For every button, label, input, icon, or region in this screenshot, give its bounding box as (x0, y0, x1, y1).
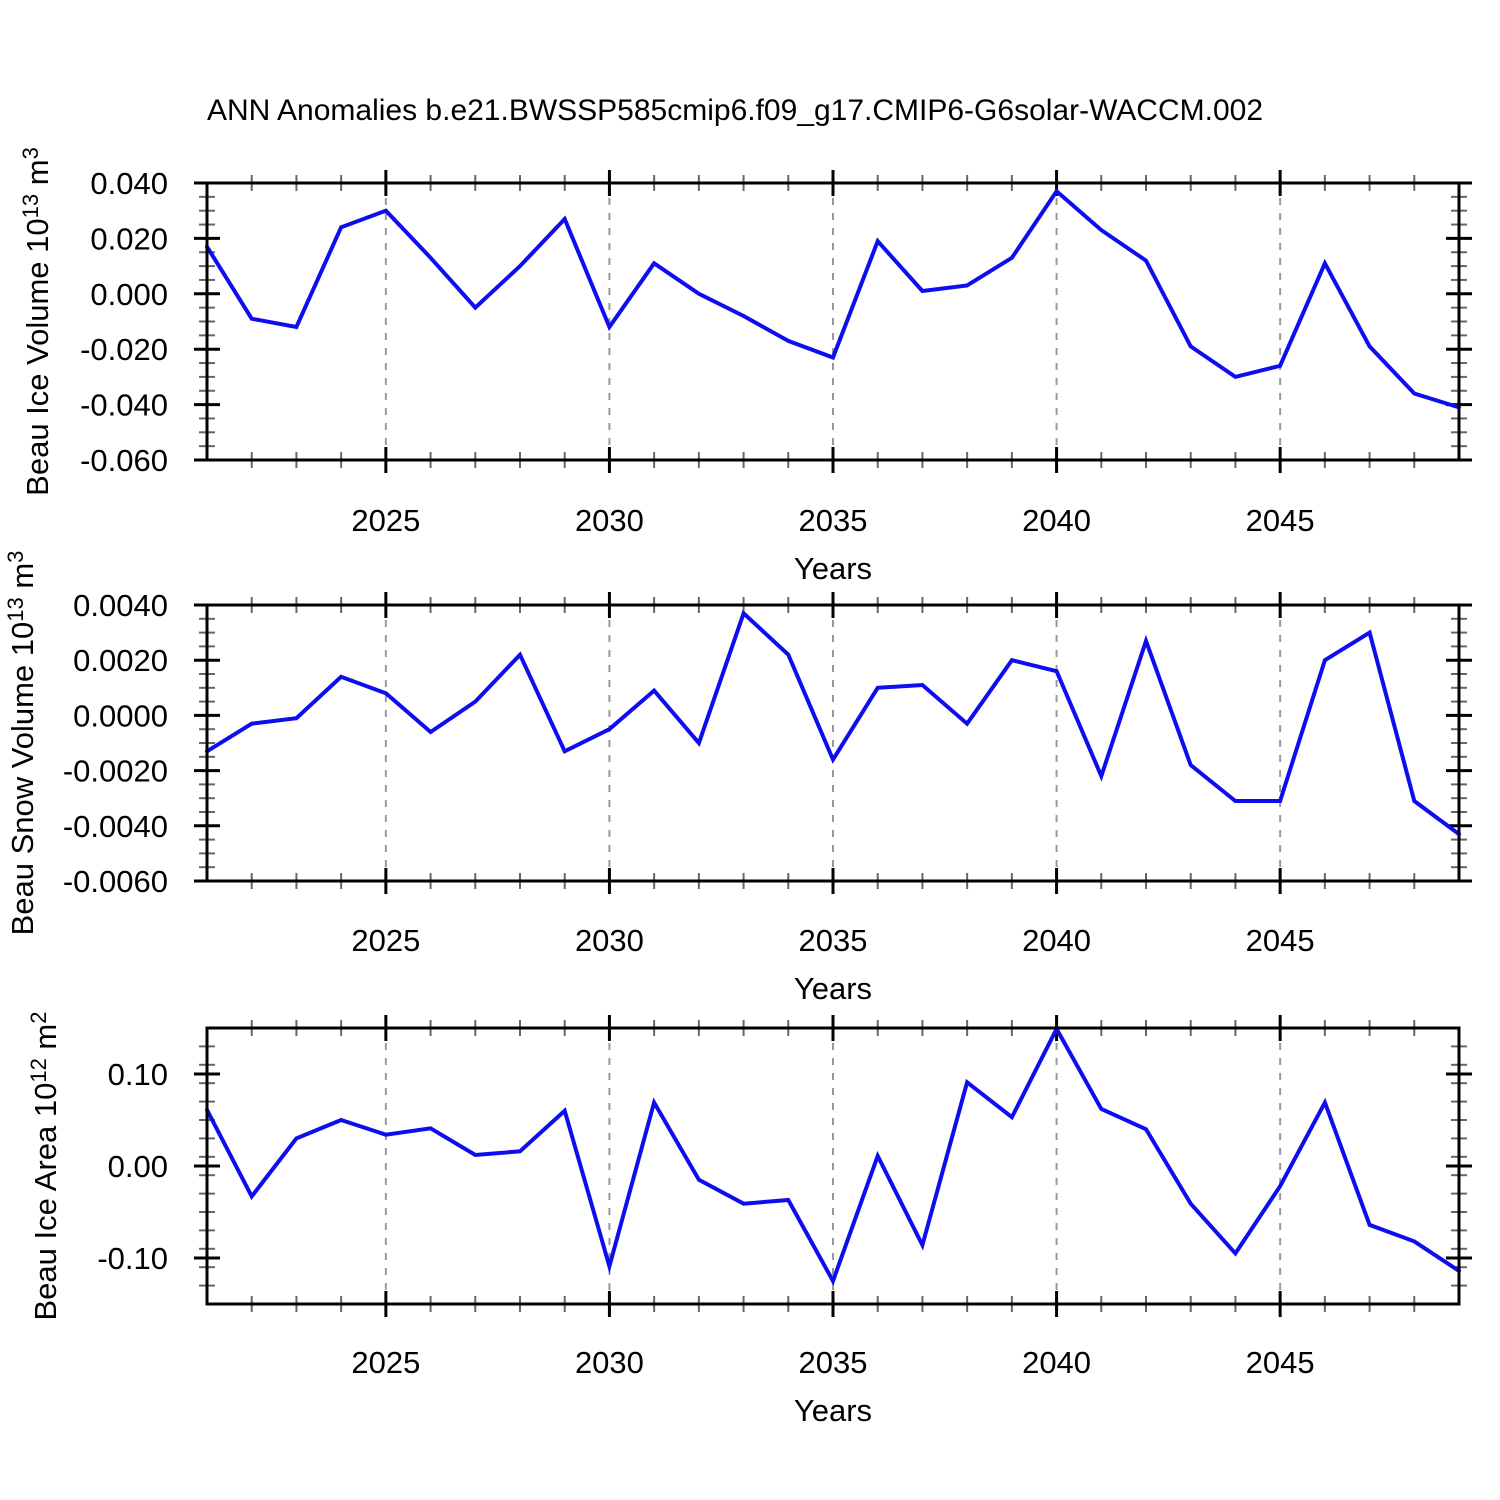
x-tick-label: 2045 (1246, 1345, 1315, 1380)
y-tick-label: 0.0040 (73, 588, 168, 623)
x-tick-label: 2025 (351, 923, 420, 958)
figure-title: ANN Anomalies b.e21.BWSSP585cmip6.f09_g1… (207, 94, 1264, 127)
x-axis-title: Years (794, 971, 872, 1006)
y-tick-label: -0.040 (80, 388, 168, 423)
y-tick-label: 0.00 (108, 1149, 168, 1184)
x-axis-title: Years (794, 551, 872, 586)
plot-beau-ice-volume: 2025 2030 2035 2040 2045 0.040 0.020 0.000 -0.02… (18, 147, 1472, 586)
y-tick-label: 0.0020 (73, 643, 168, 678)
y-tick-label: 0.040 (90, 166, 168, 201)
y-axis-title: Beau Snow Volume 1013 m3 (3, 551, 40, 936)
x-tick-label: 2035 (799, 923, 868, 958)
y-tick-label: 0.0000 (73, 698, 168, 733)
x-tick-label: 2045 (1246, 923, 1315, 958)
data-line-beau-snow-volume (205, 609, 1461, 837)
plot-border (205, 181, 1461, 462)
y-tick-label: -0.060 (80, 443, 168, 478)
x-tick-label: 2030 (575, 503, 644, 538)
y-tick-label: 0.020 (90, 221, 168, 256)
x-tick-label: 2030 (575, 1345, 644, 1380)
y-axis-title: Beau Ice Volume 1013 m3 (18, 147, 55, 496)
data-line-beau-ice-area (205, 1024, 1461, 1286)
x-tick-label: 2040 (1022, 1345, 1091, 1380)
x-tick-label: 2030 (575, 923, 644, 958)
plot-beau-ice-area: 2025 2030 2035 2040 2045 0.10 0.00 -0.10 Years Be… (26, 1011, 1472, 1428)
plot-beau-snow-volume: 2025 2030 2035 2040 2045 0.0040 0.0020 0.0000 -0… (3, 551, 1472, 1006)
y-tick-label: 0.000 (90, 277, 168, 312)
y-tick-label: -0.020 (80, 332, 168, 367)
y-tick-label: -0.10 (97, 1241, 168, 1276)
plot-border (205, 603, 1461, 883)
x-tick-label: 2035 (799, 503, 868, 538)
x-tick-label: 2025 (351, 503, 420, 538)
data-line-beau-ice-volume (205, 188, 1461, 410)
y-tick-label: -0.0020 (63, 754, 168, 789)
x-tick-label: 2025 (351, 1345, 420, 1380)
y-tick-label: -0.0040 (63, 809, 168, 844)
x-axis-title: Years (794, 1393, 872, 1428)
x-tick-label: 2040 (1022, 923, 1091, 958)
x-tick-label: 2045 (1246, 503, 1315, 538)
plot-border (205, 1026, 1461, 1306)
y-axis-title: Beau Ice Area 1012 m2 (26, 1011, 63, 1320)
y-tick-label: -0.0060 (63, 864, 168, 899)
y-tick-label: 0.10 (108, 1057, 168, 1092)
x-tick-label: 2040 (1022, 503, 1091, 538)
x-tick-label: 2035 (799, 1345, 868, 1380)
